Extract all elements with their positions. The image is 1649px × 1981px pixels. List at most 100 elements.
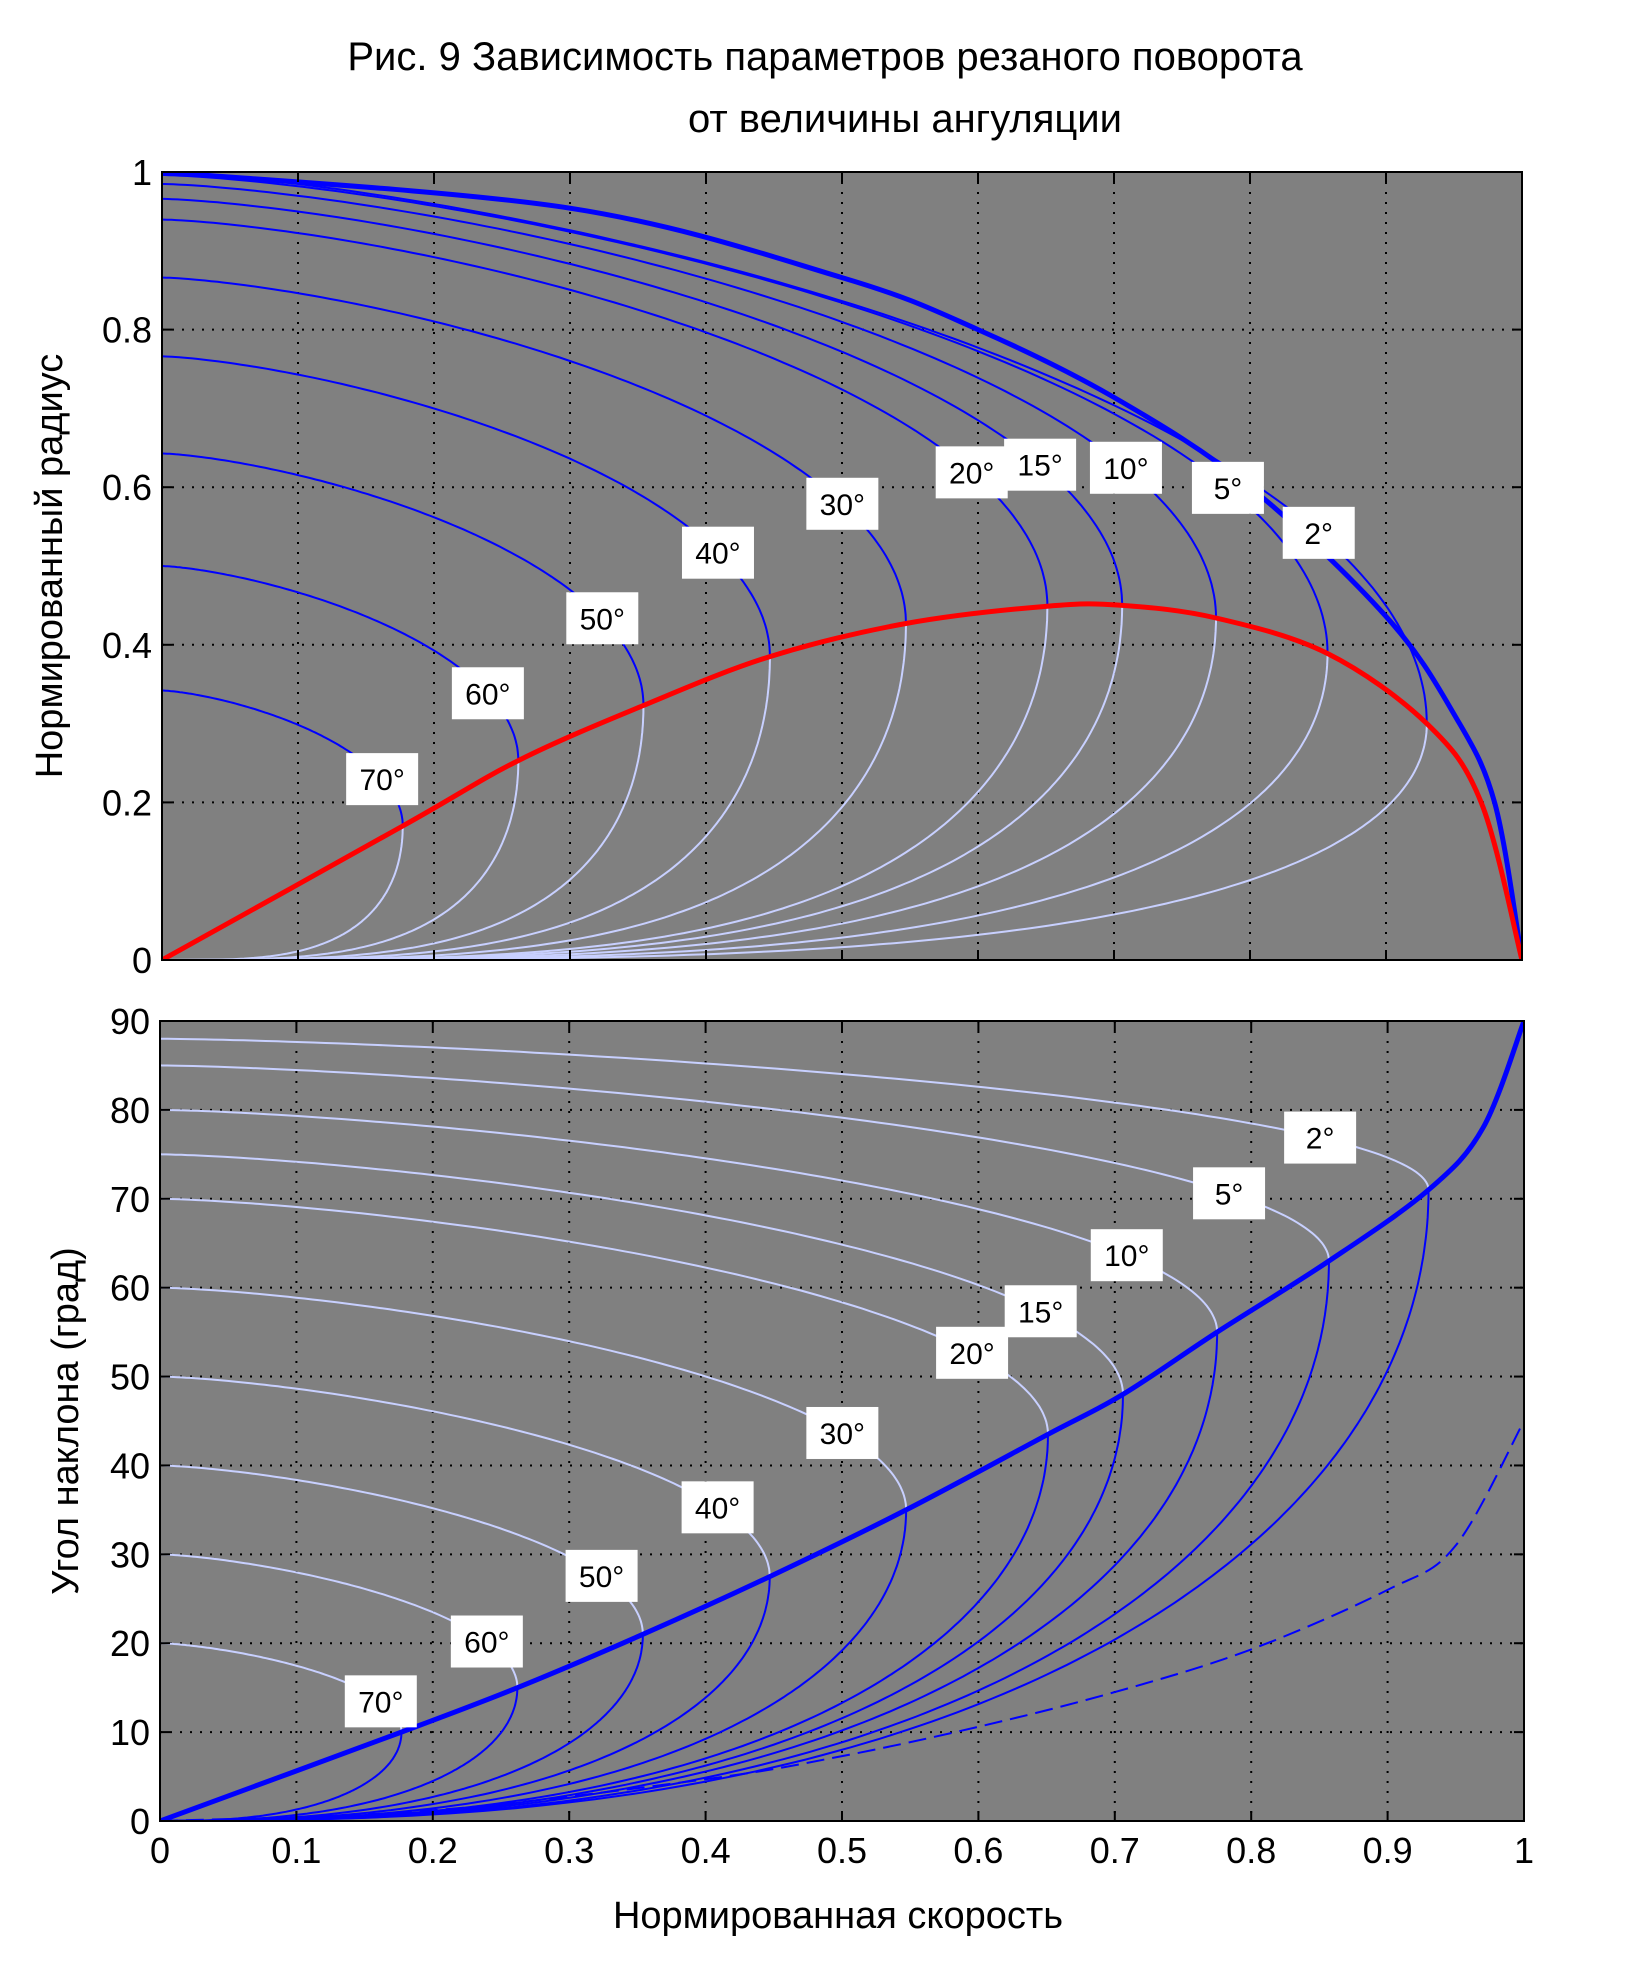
curve-label-text: 2°	[1306, 1123, 1335, 1156]
curve-label-30: 30°	[806, 1406, 879, 1459]
angulation-curve-40-upper	[162, 355, 771, 657]
angulation-curve-2-lower	[162, 723, 1428, 960]
y-tick-label: 90	[110, 1001, 150, 1042]
curve-label-box	[346, 753, 419, 806]
curve-label-text: 40°	[695, 1492, 740, 1525]
curve-label-box	[681, 1481, 754, 1534]
angulation-curve-2-lower	[160, 1189, 1430, 1821]
curve-label-50: 50°	[566, 592, 639, 645]
y-tick-label: 1	[132, 152, 152, 193]
angulation-curve-5-upper	[160, 1064, 1330, 1262]
y-tick-label: 20	[110, 1623, 150, 1664]
curve-label-text: 40°	[695, 538, 740, 571]
curve-label-box	[1284, 1111, 1357, 1164]
angulation-curve-40-lower	[162, 656, 771, 960]
series-optimum	[162, 601, 1522, 960]
x-tick-label: 0.9	[1363, 1830, 1413, 1871]
angulation-curve-10-lower	[160, 1332, 1219, 1821]
curve-label-2: 2°	[1282, 506, 1355, 559]
y-axis-label: Угол наклона (град)	[45, 1247, 87, 1595]
curve-label-2: 2°	[1284, 1111, 1357, 1164]
ticks: 0 0.2 0.4 0.6 0.8 1	[102, 152, 1523, 981]
curve-label-box	[936, 1326, 1009, 1379]
y-tick-label: 0	[130, 1801, 150, 1842]
x-tick-label: 0.8	[1226, 1830, 1276, 1871]
curve-label-box	[1004, 438, 1077, 491]
x-tick-label: 1	[1514, 1830, 1534, 1871]
y-tick-label: 10	[110, 1712, 150, 1753]
curve-label-70: 70°	[346, 753, 419, 806]
y-tick-label: 80	[110, 1090, 150, 1131]
curve-labels: 2° 5° 10° 15° 20° 30° 40° 50° 60° 70°	[346, 438, 1355, 806]
plot-area	[162, 172, 1522, 960]
angulation-curve-2-upper	[162, 172, 1428, 724]
angulation-curve-15-lower	[162, 605, 1124, 960]
angulation-curve-5-lower	[160, 1261, 1330, 1821]
curve-label-box	[1089, 441, 1162, 494]
curve-label-15: 15°	[1004, 438, 1077, 491]
angulation-curve-15-upper	[162, 197, 1124, 606]
y-tick-label: 0	[132, 940, 152, 981]
angulation-curve-15-upper	[160, 1153, 1124, 1395]
curve-label-text: 60°	[465, 678, 510, 711]
curve-label-text: 50°	[580, 603, 625, 636]
angulation-curve-70-lower	[162, 826, 404, 960]
curve-label-box	[451, 667, 524, 720]
chart-title-line-2: от величины ангуляции	[688, 97, 1122, 141]
radius-panel: 2° 5° 10° 15° 20° 30° 40° 50° 60° 70° 0 0.2 0.4 0.6 0.…	[29, 152, 1523, 981]
x-tick-label: 0.5	[817, 1830, 867, 1871]
x-tick-label: 0	[150, 1830, 170, 1871]
angulation-curve-10-upper	[162, 183, 1217, 619]
curve-label-box	[806, 1406, 879, 1459]
x-tick-label: 0.6	[953, 1830, 1003, 1871]
angulation-curve-60-lower	[160, 1687, 519, 1821]
curve-label-box	[1090, 1229, 1163, 1282]
curve-label-text: 20°	[949, 1338, 994, 1371]
y-tick-label: 30	[110, 1534, 150, 1575]
curve-label-box	[566, 592, 639, 645]
angulation-curve-10-lower	[162, 618, 1217, 960]
series-optimum	[160, 1021, 1524, 1821]
curve-label-text: 2°	[1304, 518, 1333, 551]
tilt-angle-panel: 2° 5° 10° 15° 20° 30° 40° 50° 60° 70° 0 0.1 0.2 0.3 0.…	[45, 1001, 1534, 1871]
curve-label-text: 20°	[949, 457, 994, 490]
x-tick-label: 0.4	[681, 1830, 731, 1871]
curve-label-text: 70°	[358, 1686, 403, 1719]
curve-label-box	[1004, 1285, 1077, 1338]
y-tick-label: 60	[110, 1268, 150, 1309]
curve-label-text: 70°	[359, 764, 404, 797]
angulation-curve-50-lower	[160, 1634, 644, 1821]
curve-label-10: 10°	[1089, 441, 1162, 494]
curve-label-50: 50°	[565, 1549, 638, 1602]
y-tick-label: 0.6	[102, 467, 152, 508]
curve-label-60: 60°	[451, 667, 524, 720]
angulation-curve-20-lower	[160, 1434, 1049, 1821]
angulation-curve-10-upper	[160, 1108, 1219, 1333]
y-axis-label: Нормированный радиус	[29, 354, 71, 779]
angulation-curve-30-lower	[160, 1509, 908, 1821]
angulation-curve-50-lower	[162, 705, 645, 960]
x-axis-label: Нормированная скорость	[613, 1895, 1063, 1937]
curve-label-60: 60°	[450, 1615, 523, 1668]
y-tick-label: 0.4	[102, 625, 152, 666]
curve-label-70: 70°	[344, 1675, 417, 1728]
x-tick-label: 0.7	[1090, 1830, 1140, 1871]
curve-label-20: 20°	[936, 1326, 1009, 1379]
angulation-curve-30-upper	[162, 276, 907, 624]
y-tick-label: 50	[110, 1357, 150, 1398]
curve-label-box	[450, 1615, 523, 1668]
curve-label-text: 50°	[579, 1561, 624, 1594]
curve-label-5: 5°	[1191, 461, 1264, 514]
curve-label-box	[806, 477, 879, 530]
curves	[162, 172, 1522, 960]
curve-label-10: 10°	[1090, 1229, 1163, 1282]
ticks: 0 0.1 0.2 0.3 0.4 0.5 0.6 0.7 0.8 0.9 101020304050…	[110, 1001, 1534, 1871]
angulation-curve-20-upper	[162, 218, 1049, 607]
grid	[160, 1021, 1524, 1821]
angulation-curve-5-lower	[162, 653, 1329, 960]
angulation-curve-40-lower	[160, 1576, 771, 1821]
curve-label-text: 15°	[1018, 1296, 1063, 1329]
curve-label-text: 5°	[1214, 473, 1243, 506]
curve-label-30: 30°	[806, 477, 879, 530]
